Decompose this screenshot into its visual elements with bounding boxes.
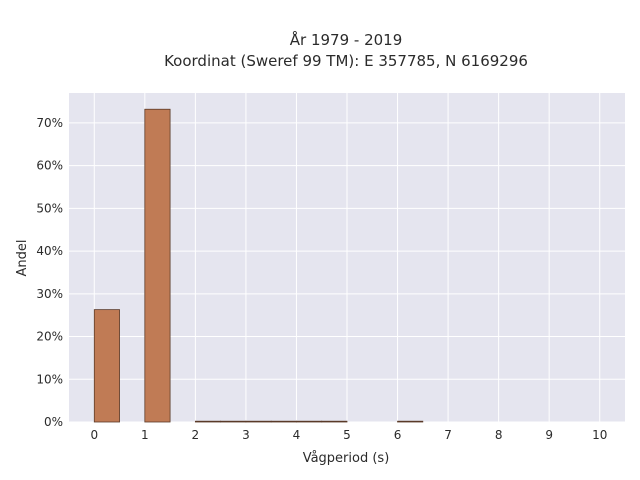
y-tick-label-5: 50% [36, 201, 63, 215]
grid-lines [69, 93, 625, 423]
chart-title-line2: Koordinat (Sweref 99 TM): E 357785, N 61… [164, 52, 528, 70]
bars [93, 108, 424, 423]
chart-title-line1: År 1979 - 2019 [290, 30, 403, 49]
bar-2 [194, 420, 222, 423]
x-axis-label: Vågperiod (s) [303, 451, 390, 466]
x-tick-label-0: 0 [90, 428, 98, 442]
x-tick-label-2: 2 [192, 428, 200, 442]
y-axis-label: Andel [15, 240, 30, 277]
y-tick-label-3: 30% [36, 287, 63, 301]
bar-8 [397, 420, 424, 423]
y-tick-label-2: 20% [36, 330, 63, 344]
x-tick-label-5: 5 [343, 428, 351, 442]
x-tick-label-8: 8 [495, 428, 503, 442]
bar-0 [93, 309, 120, 423]
x-tick-label-6: 6 [394, 428, 402, 442]
y-tick-label-4: 40% [36, 244, 63, 258]
x-tick-label-3: 3 [242, 428, 250, 442]
bar-3 [220, 420, 247, 423]
x-tick-label-4: 4 [293, 428, 301, 442]
y-tick-label-7: 70% [36, 116, 63, 130]
y-tick-label-0: 0% [44, 415, 63, 429]
x-tick-label-1: 1 [141, 428, 149, 442]
bar-6 [296, 420, 323, 423]
bar-7 [321, 420, 348, 423]
x-tick-label-7: 7 [444, 428, 452, 442]
y-tick-label-6: 60% [36, 159, 63, 173]
bar-5 [270, 420, 297, 423]
y-axis-ticks: 0% 10% 20% 30% 40% 50% 60% 70% [36, 116, 63, 429]
x-tick-label-10: 10 [592, 428, 607, 442]
y-tick-label-1: 10% [36, 372, 63, 386]
bar-4 [245, 420, 272, 423]
bar-1 [144, 108, 171, 423]
x-tick-label-9: 9 [545, 428, 553, 442]
x-axis-ticks: 0 1 2 3 4 5 6 7 8 9 10 [90, 428, 607, 442]
